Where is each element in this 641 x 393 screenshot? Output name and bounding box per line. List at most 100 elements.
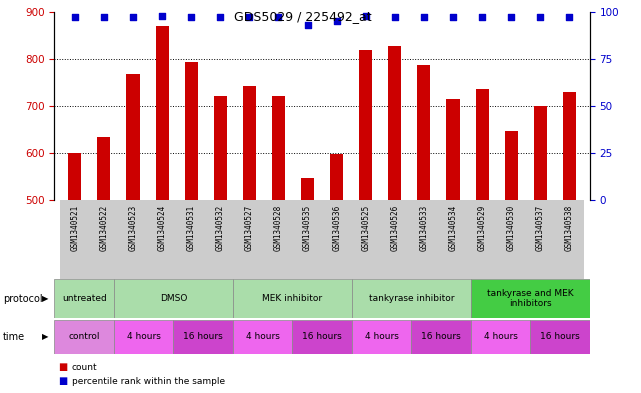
Bar (126, 74, 140, 393)
Bar (233, 279, 352, 318)
Bar (272, 96, 285, 393)
Text: GSM1340531: GSM1340531 (187, 204, 196, 251)
Bar (235, 200, 264, 279)
Bar (243, 86, 256, 393)
Bar (412, 320, 470, 354)
Point (157, 13, 167, 19)
Text: GDS5029 / 225492_at: GDS5029 / 225492_at (234, 10, 372, 23)
Bar (380, 200, 410, 279)
Text: ▶: ▶ (42, 332, 48, 342)
Text: GSM1340521: GSM1340521 (71, 204, 79, 251)
Text: MEK inhibitor: MEK inhibitor (262, 294, 322, 303)
Bar (470, 279, 590, 318)
Text: percentile rank within the sample: percentile rank within the sample (72, 377, 225, 386)
Bar (119, 200, 147, 279)
Bar (352, 279, 470, 318)
Bar (114, 279, 233, 318)
Bar (504, 130, 518, 393)
Point (477, 14, 487, 20)
Point (128, 14, 138, 20)
Text: GSM1340536: GSM1340536 (332, 204, 341, 251)
Bar (438, 200, 467, 279)
Text: ▶: ▶ (42, 294, 48, 303)
Point (273, 14, 283, 20)
Bar (410, 200, 438, 279)
Bar (352, 320, 412, 354)
Point (506, 14, 516, 20)
Bar (147, 200, 177, 279)
Text: GSM1340533: GSM1340533 (419, 204, 428, 251)
Text: tankyrase inhibitor: tankyrase inhibitor (369, 294, 454, 303)
Text: protocol: protocol (3, 294, 43, 304)
Bar (447, 99, 460, 393)
Bar (60, 200, 89, 279)
Bar (301, 178, 314, 393)
Bar (185, 62, 197, 393)
Text: GSM1340529: GSM1340529 (478, 204, 487, 251)
Text: GSM1340524: GSM1340524 (158, 204, 167, 251)
Bar (470, 320, 530, 354)
Text: 4 hours: 4 hours (127, 332, 161, 342)
Text: control: control (69, 332, 100, 342)
Point (361, 13, 371, 19)
Bar (467, 200, 497, 279)
Text: GSM1340527: GSM1340527 (245, 204, 254, 251)
Text: GSM1340526: GSM1340526 (390, 204, 399, 251)
Point (186, 14, 196, 20)
Bar (97, 137, 110, 393)
Bar (330, 154, 343, 393)
Point (535, 14, 545, 20)
Bar (417, 64, 431, 393)
Bar (174, 320, 233, 354)
Point (303, 22, 313, 28)
Bar (233, 320, 292, 354)
Text: 4 hours: 4 hours (246, 332, 279, 342)
Text: GSM1340525: GSM1340525 (362, 204, 370, 251)
Bar (563, 92, 576, 393)
Point (448, 14, 458, 20)
Text: DMSO: DMSO (160, 294, 187, 303)
Bar (351, 200, 380, 279)
Text: time: time (3, 332, 26, 342)
Point (244, 14, 254, 20)
Text: 16 hours: 16 hours (540, 332, 580, 342)
Text: 4 hours: 4 hours (365, 332, 399, 342)
Bar (114, 320, 174, 354)
Bar (526, 200, 555, 279)
Bar (497, 200, 526, 279)
Bar (206, 200, 235, 279)
Bar (359, 50, 372, 393)
Text: 16 hours: 16 hours (421, 332, 461, 342)
Text: count: count (72, 363, 97, 372)
Point (99, 14, 109, 20)
Bar (264, 200, 293, 279)
Text: ■: ■ (58, 376, 67, 386)
Point (331, 18, 342, 24)
Text: GSM1340534: GSM1340534 (449, 204, 458, 251)
Bar (54, 320, 114, 354)
Bar (177, 200, 206, 279)
Text: GSM1340538: GSM1340538 (565, 204, 574, 251)
Point (390, 14, 400, 20)
Point (564, 14, 574, 20)
Text: ■: ■ (58, 362, 67, 373)
Bar (293, 200, 322, 279)
Bar (322, 200, 351, 279)
Bar (555, 200, 584, 279)
Text: GSM1340532: GSM1340532 (216, 204, 225, 251)
Bar (476, 89, 488, 393)
Bar (69, 153, 81, 393)
Text: GSM1340528: GSM1340528 (274, 204, 283, 251)
Bar (156, 26, 169, 393)
Point (419, 14, 429, 20)
Bar (89, 200, 119, 279)
Text: GSM1340535: GSM1340535 (303, 204, 312, 251)
Text: GSM1340530: GSM1340530 (506, 204, 515, 251)
Text: GSM1340522: GSM1340522 (99, 204, 108, 251)
Text: 16 hours: 16 hours (183, 332, 223, 342)
Bar (292, 320, 352, 354)
Text: tankyrase and MEK
inhibitors: tankyrase and MEK inhibitors (487, 289, 574, 309)
Text: 16 hours: 16 hours (302, 332, 342, 342)
Text: GSM1340537: GSM1340537 (536, 204, 545, 251)
Text: untreated: untreated (62, 294, 106, 303)
